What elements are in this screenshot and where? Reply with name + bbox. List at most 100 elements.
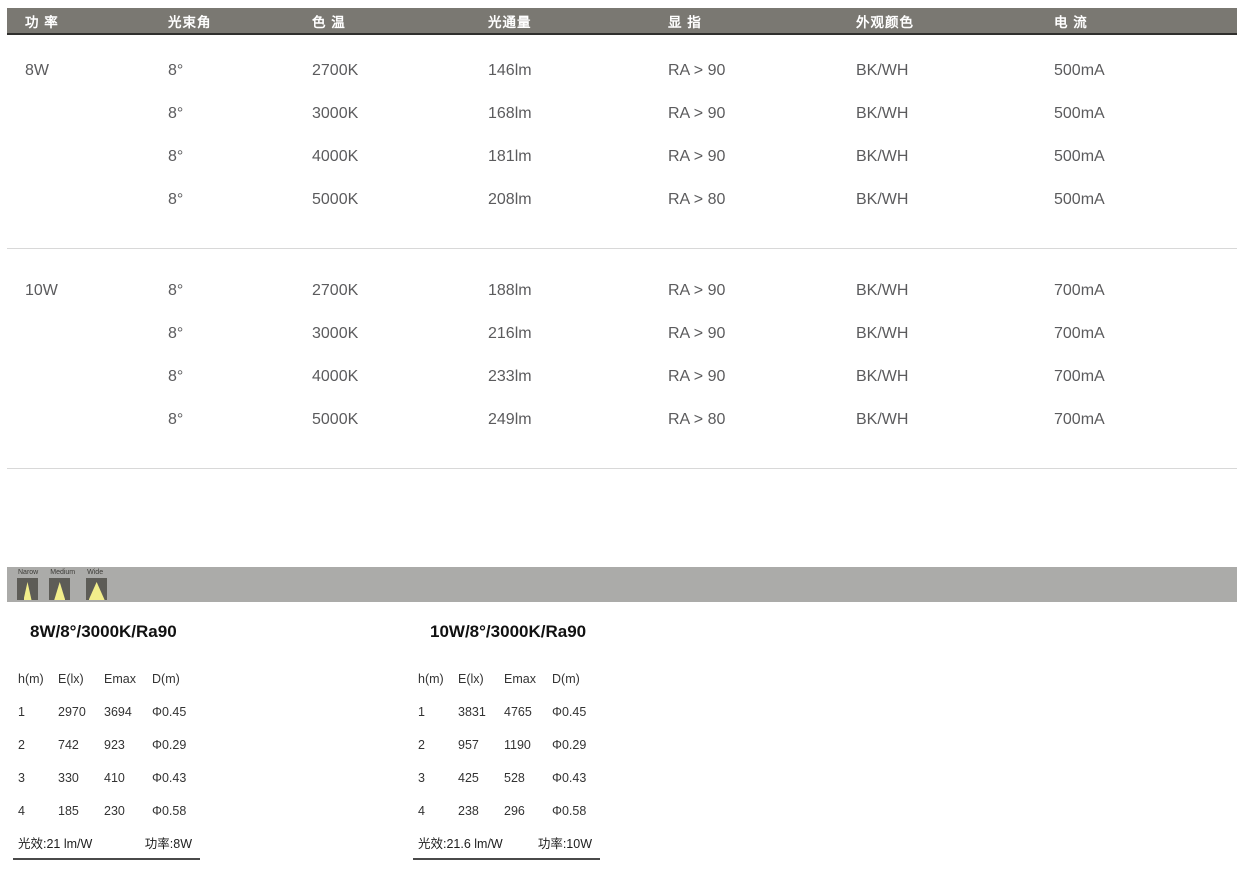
beam-mode-bar: Narow Medium Wide [7, 567, 1237, 602]
efficacy-value: 光效:21 lm/W [18, 837, 93, 851]
efficacy-value: 光效:21.6 lm/W [418, 837, 503, 851]
photometric-cell: 3831 [458, 704, 486, 719]
table-row: 8° 4000K 233lm RA > 90 BK/WH 700mA [7, 355, 1237, 398]
photometric-table: 10W/8°/3000K/Ra90 h(m) E(lx) Emax D(m) 1 3831 4… [413, 622, 600, 860]
table-row: 8° 3000K 168lm RA > 90 BK/WH 500mA [7, 92, 1237, 135]
spec-cell-beam-angle: 8° [168, 324, 184, 342]
spec-cell-current: 700mA [1054, 281, 1105, 299]
photometric-cell: Φ0.43 [552, 770, 587, 785]
header-beam-angle: 光束角 [168, 14, 212, 30]
spec-cell-flux: 146lm [488, 61, 532, 79]
spec-table-header-row: 功 率 光束角 色 温 光通量 显 指 外观颜色 电 流 [7, 8, 1237, 35]
narrow-beam-label: Narow [18, 569, 39, 576]
header-flux: 光通量 [488, 14, 532, 30]
spec-cell-cri: RA > 90 [668, 324, 726, 342]
spec-cell-finish: BK/WH [856, 367, 909, 385]
spec-cell-current: 500mA [1054, 104, 1105, 122]
spec-cell-cct: 2700K [312, 281, 359, 299]
power-value: 功率:8W [144, 837, 192, 851]
beam-mode-narrow: Narow [17, 567, 38, 600]
photometric-cell: 4 [18, 803, 25, 818]
photometric-cell: 2970 [58, 704, 86, 719]
photometric-cell: 528 [504, 770, 525, 785]
spec-sheet-page: 功 率 光束角 色 温 光通量 显 指 外观颜色 电 流 8W 8° 2700K 14… [7, 8, 1237, 877]
table-row: 8W 8° 2700K 146lm RA > 90 BK/WH 500mA [7, 49, 1237, 92]
photometric-cell: 185 [58, 803, 79, 818]
header-power: 功 率 [25, 14, 59, 30]
spec-cell-current: 700mA [1054, 410, 1105, 428]
spec-cell-beam-angle: 8° [168, 147, 184, 165]
table-row: 10W 8° 2700K 188lm RA > 90 BK/WH 700mA [7, 269, 1237, 312]
spec-cell-cct: 2700K [312, 61, 359, 79]
wide-beam-icon [86, 578, 108, 600]
spec-cell-flux: 168lm [488, 104, 532, 122]
table-row: 8° 4000K 181lm RA > 90 BK/WH 500mA [7, 135, 1237, 178]
table-row: 1 3831 4765 Φ0.45 [413, 695, 600, 728]
header-finish: 外观颜色 [856, 14, 914, 30]
spec-cell-cct: 4000K [312, 147, 359, 165]
spec-cell-flux: 208lm [488, 190, 532, 208]
spec-cell-flux: 249lm [488, 410, 532, 428]
photometric-cell: 1 [418, 704, 425, 719]
photometric-header-cell: Emax [504, 671, 536, 686]
photometric-header-cell: E(lx) [458, 671, 484, 686]
photometric-table-title: 8W/8°/3000K/Ra90 [30, 622, 177, 641]
spec-cell-cri: RA > 90 [668, 61, 726, 79]
spec-cell-finish: BK/WH [856, 190, 909, 208]
table-row: 2 742 923 Φ0.29 [13, 728, 200, 761]
photometric-table: 8W/8°/3000K/Ra90 h(m) E(lx) Emax D(m) 1 2970 36… [13, 622, 200, 860]
spec-cell-finish: BK/WH [856, 324, 909, 342]
spec-cell-flux: 181lm [488, 147, 532, 165]
photometric-header-cell: E(lx) [58, 671, 84, 686]
photometric-cell: 2 [18, 737, 25, 752]
photometric-cell: 3 [418, 770, 425, 785]
photometric-cell: Φ0.29 [152, 737, 187, 752]
spec-cell-current: 700mA [1054, 324, 1105, 342]
photometric-cell: 3694 [104, 704, 132, 719]
photometric-cell: 230 [104, 803, 125, 818]
beam-mode-wide: Wide [86, 567, 108, 600]
spec-cell-current: 500mA [1054, 61, 1105, 79]
photometric-cell: Φ0.58 [552, 803, 587, 818]
table-row: 3 330 410 Φ0.43 [13, 761, 200, 794]
table-row: 1 2970 3694 Φ0.45 [13, 695, 200, 728]
medium-beam-icon [49, 578, 71, 600]
photometric-header-row: h(m) E(lx) Emax D(m) [13, 662, 200, 695]
spec-cell-cct: 4000K [312, 367, 359, 385]
photometric-cell: Φ0.58 [152, 803, 187, 818]
photometric-cell: 3 [18, 770, 25, 785]
photometric-header-cell: D(m) [152, 671, 180, 686]
photometric-header-cell: Emax [104, 671, 136, 686]
photometric-header-cell: h(m) [418, 671, 444, 686]
group-divider [7, 248, 1237, 249]
spec-table-body: 8W 8° 2700K 146lm RA > 90 BK/WH 500mA 8° 3000K 16… [7, 35, 1237, 469]
group-divider [7, 468, 1237, 469]
spec-cell-beam-angle: 8° [168, 367, 184, 385]
photometric-cell: 957 [458, 737, 479, 752]
photometric-cell: 330 [58, 770, 79, 785]
photometric-header-cell: D(m) [552, 671, 580, 686]
photometric-cell: 1190 [504, 737, 531, 752]
spec-cell-cct: 3000K [312, 104, 359, 122]
wide-beam-label: Wide [87, 569, 104, 576]
spec-cell-cri: RA > 80 [668, 410, 726, 428]
photometric-cell: 2 [418, 737, 425, 752]
spec-cell-cri: RA > 90 [668, 147, 726, 165]
spec-cell-beam-angle: 8° [168, 281, 184, 299]
spec-table: 功 率 光束角 色 温 光通量 显 指 外观颜色 电 流 8W 8° 2700K 14… [7, 8, 1237, 469]
spec-cell-current: 500mA [1054, 147, 1105, 165]
photometric-cell: Φ0.43 [152, 770, 187, 785]
narrow-beam-icon [17, 578, 38, 600]
spec-cell-beam-angle: 8° [168, 104, 184, 122]
table-row: 8° 3000K 216lm RA > 90 BK/WH 700mA [7, 312, 1237, 355]
table-row: 3 425 528 Φ0.43 [413, 761, 600, 794]
spec-cell-current: 500mA [1054, 190, 1105, 208]
spec-cell-finish: BK/WH [856, 104, 909, 122]
spec-cell-finish: BK/WH [856, 281, 909, 299]
beam-mode-medium: Medium [49, 567, 75, 600]
spec-cell-cct: 3000K [312, 324, 359, 342]
photometric-cell: Φ0.29 [552, 737, 587, 752]
power-value: 功率:10W [537, 837, 592, 851]
photometric-table-title: 10W/8°/3000K/Ra90 [430, 622, 587, 641]
photometric-cell: Φ0.45 [152, 704, 187, 719]
